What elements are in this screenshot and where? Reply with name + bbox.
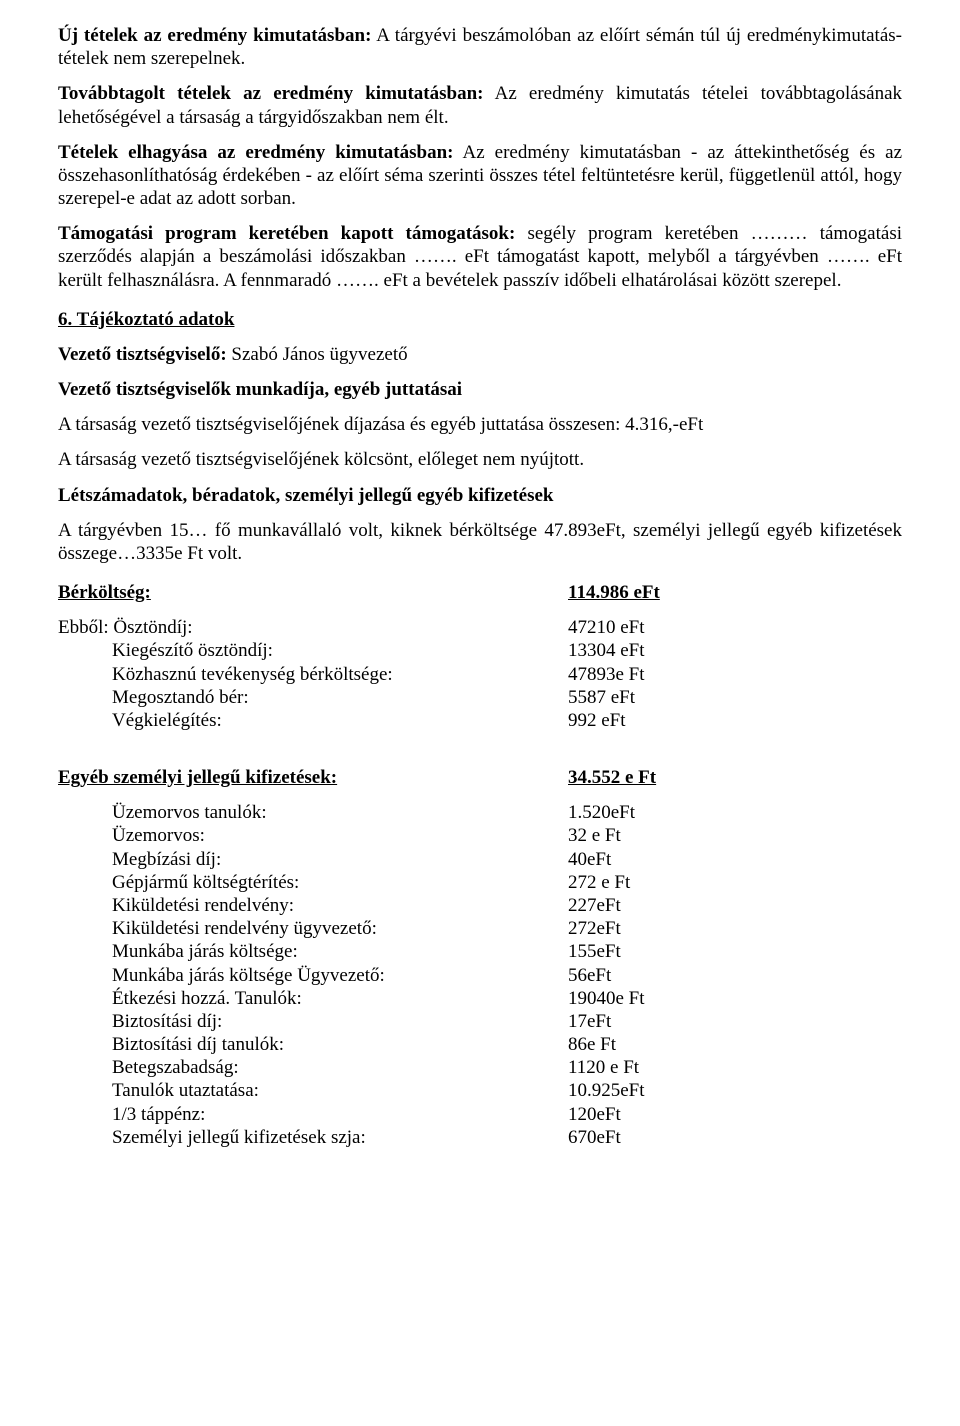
row-label: Étkezési hozzá. Tanulók:	[112, 987, 568, 1010]
wage-cost-label: Bérköltség:	[58, 581, 568, 604]
other-payments-label: Egyéb személyi jellegű kifizetések:	[58, 766, 568, 789]
heading-leader-pay: Vezető tisztségviselők munkadíja, egyéb …	[58, 378, 902, 401]
row-label: Betegszabadság:	[112, 1056, 568, 1079]
wage-indent-block: Kiegészítő ösztöndíj:13304 eFtKözhasznú …	[58, 639, 902, 732]
row-label: Kiegészítő ösztöndíj:	[112, 639, 568, 662]
table-row: Biztosítási díj tanulók:86e Ft	[112, 1033, 902, 1056]
row-label: Kiküldetési rendelvény:	[112, 894, 568, 917]
row-label: Biztosítási díj:	[112, 1010, 568, 1033]
wage-cost-breakdown: Ebből: Ösztöndíj: 47210 eFt Kiegészítő ö…	[58, 616, 902, 732]
lead-support: Támogatási program keretében kapott támo…	[58, 223, 515, 244]
row-label: Megbízási díj:	[112, 848, 568, 871]
lead-new-items: Új tételek az eredmény kimutatásban:	[58, 25, 371, 46]
row-value: 10.925eFt	[568, 1079, 768, 1102]
row-value: 17eFt	[568, 1010, 768, 1033]
row-label: Munkába járás költsége Ügyvezető:	[112, 964, 568, 987]
document-page: Új tételek az eredmény kimutatásban: A t…	[0, 0, 960, 1426]
row-label: Gépjármű költségtérítés:	[112, 871, 568, 894]
lead-leader: Vezető tisztségviselő:	[58, 344, 231, 365]
table-row: Étkezési hozzá. Tanulók:19040e Ft	[112, 987, 902, 1010]
row-value: 5587 eFt	[568, 686, 768, 709]
paragraph-subdivided-items: Továbbtagolt tételek az eredmény kimutat…	[58, 82, 902, 128]
row-label: Végkielégítés:	[112, 709, 568, 732]
paragraph-support-program: Támogatási program keretében kapott támo…	[58, 222, 902, 292]
row-label: Közhasznú tevékenység bérköltsége:	[112, 663, 568, 686]
paragraph-new-items: Új tételek az eredmény kimutatásban: A t…	[58, 24, 902, 70]
table-row: Kiküldetési rendelvény ügyvezető:272eFt	[112, 917, 902, 940]
row-value: 47210 eFt	[568, 616, 768, 639]
row-value: 19040e Ft	[568, 987, 768, 1010]
paragraph-remuneration: A társaság vezető tisztségviselőjének dí…	[58, 413, 902, 436]
row-value: 155eFt	[568, 940, 768, 963]
row-value: 40eFt	[568, 848, 768, 871]
row-label: Személyi jellegű kifizetések szja:	[112, 1126, 568, 1149]
paragraph-no-loan: A társaság vezető tisztségviselőjének kö…	[58, 448, 902, 471]
row-value: 1120 e Ft	[568, 1056, 768, 1079]
paragraph-omitted-items: Tételek elhagyása az eredmény kimutatásb…	[58, 141, 902, 211]
row-label: Biztosítási díj tanulók:	[112, 1033, 568, 1056]
table-row: Végkielégítés:992 eFt	[112, 709, 902, 732]
row-label: Tanulók utaztatása:	[112, 1079, 568, 1102]
table-row: Megbízási díj:40eFt	[112, 848, 902, 871]
row-label: Munkába járás költsége:	[112, 940, 568, 963]
table-row: 1/3 táppénz:120eFt	[112, 1103, 902, 1126]
row-label: Kiküldetési rendelvény ügyvezető:	[112, 917, 568, 940]
table-row: Ebből: Ösztöndíj: 47210 eFt	[58, 616, 902, 639]
table-row: Betegszabadság:1120 e Ft	[112, 1056, 902, 1079]
table-row: Munkába járás költsége:155eFt	[112, 940, 902, 963]
row-value: 120eFt	[568, 1103, 768, 1126]
paragraph-leader: Vezető tisztségviselő: Szabó János ügyve…	[58, 343, 902, 366]
row-value: 13304 eFt	[568, 639, 768, 662]
row-value: 32 e Ft	[568, 824, 768, 847]
row-other-payments-header: Egyéb személyi jellegű kifizetések: 34.5…	[58, 766, 902, 789]
text-leader: Szabó János ügyvezető	[231, 344, 407, 365]
table-row: Személyi jellegű kifizetések szja:670eFt	[112, 1126, 902, 1149]
table-row: Megosztandó bér:5587 eFt	[112, 686, 902, 709]
table-row: Tanulók utaztatása:10.925eFt	[112, 1079, 902, 1102]
row-label: Üzemorvos:	[112, 824, 568, 847]
table-row: Munkába járás költsége Ügyvezető:56eFt	[112, 964, 902, 987]
other-payments-breakdown: Üzemorvos tanulók:1.520eFtÜzemorvos:32 e…	[58, 801, 902, 1149]
row-value: 47893e Ft	[568, 663, 768, 686]
lead-subdivided: Továbbtagolt tételek az eredmény kimutat…	[58, 83, 483, 104]
heading-headcount: Létszámadatok, béradatok, személyi jelle…	[58, 484, 902, 507]
row-value: 992 eFt	[568, 709, 768, 732]
other-payments-value: 34.552 e Ft	[568, 766, 768, 789]
row-value: 1.520eFt	[568, 801, 768, 824]
row-label: 1/3 táppénz:	[112, 1103, 568, 1126]
row-value: 272 e Ft	[568, 871, 768, 894]
table-row: Gépjármű költségtérítés:272 e Ft	[112, 871, 902, 894]
row-label: Ebből: Ösztöndíj:	[58, 616, 568, 639]
table-row: Közhasznú tevékenység bérköltsége:47893e…	[112, 663, 902, 686]
row-value: 56eFt	[568, 964, 768, 987]
row-value: 86e Ft	[568, 1033, 768, 1056]
paragraph-year-data: A tárgyévben 15… fő munkavállaló volt, k…	[58, 519, 902, 565]
table-row: Üzemorvos tanulók:1.520eFt	[112, 801, 902, 824]
row-label: Üzemorvos tanulók:	[112, 801, 568, 824]
wage-cost-value: 114.986 eFt	[568, 581, 768, 604]
table-row: Kiküldetési rendelvény:227eFt	[112, 894, 902, 917]
table-row: Biztosítási díj:17eFt	[112, 1010, 902, 1033]
table-row: Üzemorvos:32 e Ft	[112, 824, 902, 847]
heading-section-6: 6. Tájékoztató adatok	[58, 308, 902, 331]
row-value: 227eFt	[568, 894, 768, 917]
table-row: Kiegészítő ösztöndíj:13304 eFt	[112, 639, 902, 662]
row-wage-cost-header: Bérköltség: 114.986 eFt	[58, 581, 902, 604]
row-value: 272eFt	[568, 917, 768, 940]
row-value: 670eFt	[568, 1126, 768, 1149]
lead-omitted: Tételek elhagyása az eredmény kimutatásb…	[58, 142, 454, 163]
row-label: Megosztandó bér:	[112, 686, 568, 709]
